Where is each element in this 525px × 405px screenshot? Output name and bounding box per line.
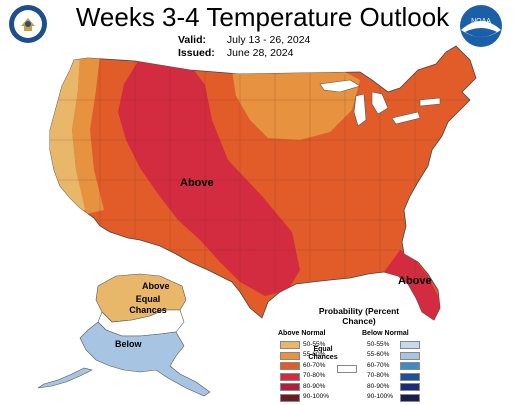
alaska-below-region	[79, 321, 211, 397]
legend-below-label-2: 60-70%	[367, 361, 390, 369]
legend-above-label-5: 90-100%	[303, 393, 330, 400]
issued-date: June 28, 2024	[226, 47, 294, 59]
label-florida-above: Above	[398, 275, 432, 287]
legend-above-label-4: 80-90%	[303, 382, 326, 390]
legend-below-swatch-1	[400, 351, 420, 360]
legend-above-label-3: 70-80%	[303, 372, 326, 379]
legend-below-label-5: 90-100%	[367, 393, 394, 400]
region-central-core	[118, 58, 300, 296]
noaa-logo-icon: NOAA	[460, 5, 502, 47]
legend-above-label-2: 60-70%	[303, 361, 326, 369]
legend-below-swatch-3	[400, 372, 420, 381]
legend-below-swatch-5	[400, 393, 420, 402]
label-west-above: Above	[180, 177, 214, 189]
legend-below-swatch-4	[400, 383, 420, 391]
legend-above-swatch-2	[280, 362, 300, 370]
page-title: Weeks 3-4 Temperature Outlook	[75, 2, 450, 32]
commerce-seal-icon	[9, 5, 47, 43]
region-west-band	[72, 55, 104, 214]
alaska-map	[37, 273, 211, 397]
legend-equal-label: Equal Chances	[308, 346, 338, 361]
state-borders	[50, 60, 470, 300]
legend-above-swatch-0	[280, 341, 300, 349]
legend-above-label-0: 50-55%	[303, 340, 326, 348]
valid-dates: July 13 - 26, 2024	[226, 34, 311, 46]
legend-below-label-0: 50-55%	[367, 340, 390, 348]
issued-label: Issued:	[178, 47, 215, 59]
legend-below-label-3: 70-80%	[367, 372, 390, 379]
legend-above-swatch-3	[280, 372, 300, 381]
legend-equal-swatch	[337, 365, 357, 373]
legend-above-label-1: 55-60%	[303, 351, 326, 358]
legend-below-label-4: 80-90%	[367, 382, 390, 390]
legend-above-swatch-1	[280, 351, 300, 360]
legend-above-swatch-5	[280, 393, 300, 402]
legend-below-label-1: 55-60%	[367, 351, 390, 358]
legend-above-swatch-4	[280, 383, 300, 391]
legend-title: Probability (Percent Chance)	[318, 306, 400, 326]
region-florida	[384, 250, 440, 320]
great-lakes	[319, 79, 441, 127]
legend-below-swatch-0	[400, 341, 420, 349]
aleutian-islands	[37, 367, 93, 389]
legend-above-header: Above Normal	[278, 330, 326, 337]
date-block: Valid: July 13 - 26, 2024 Issued: June 2…	[178, 34, 310, 60]
legend-below-header: Below Normal	[362, 330, 409, 337]
label-alaska-above: Above	[142, 281, 170, 291]
valid-label: Valid:	[178, 34, 207, 46]
legend-below-swatch-2	[400, 362, 420, 370]
label-alaska-below: Below	[115, 339, 142, 349]
noaa-logo-text: NOAA	[471, 18, 491, 25]
label-alaska-equal: Equal Chances	[129, 294, 167, 315]
